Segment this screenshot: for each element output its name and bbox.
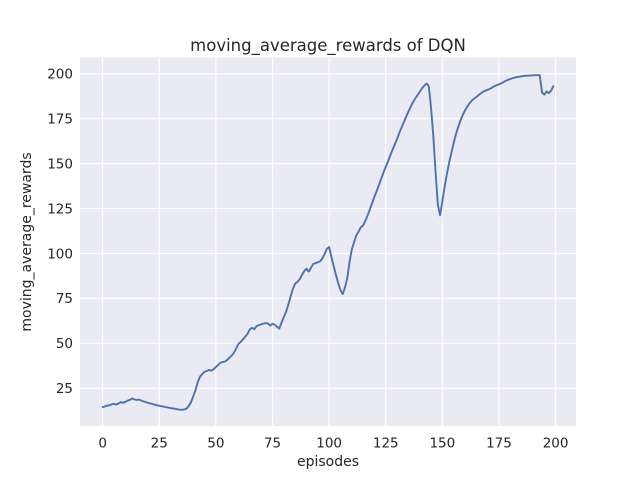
y-axis-label: moving_average_rewards bbox=[19, 152, 35, 331]
x-tick-label-50: 50 bbox=[207, 436, 224, 452]
x-tick-label-175: 175 bbox=[486, 436, 512, 452]
plot-area bbox=[80, 57, 576, 426]
y-tick-label-175: 175 bbox=[47, 112, 73, 128]
series-layer bbox=[101, 74, 555, 411]
grid-layer bbox=[80, 57, 576, 426]
y-tick-label-100: 100 bbox=[47, 246, 73, 262]
series-line-0 bbox=[101, 74, 555, 411]
y-tick-label-150: 150 bbox=[47, 156, 73, 172]
x-tick-label-200: 200 bbox=[543, 436, 569, 452]
tick-label-layer: 0 25 50 75 100 125 150 175 200 25 50 75 100 125 150 175… bbox=[47, 67, 568, 452]
plot-background-layer bbox=[80, 57, 576, 426]
y-tick-label-75: 75 bbox=[56, 291, 73, 307]
x-tick-label-0: 0 bbox=[98, 436, 107, 452]
x-tick-label-75: 75 bbox=[264, 436, 281, 452]
y-tick-label-50: 50 bbox=[56, 336, 73, 352]
y-tick-label-125: 125 bbox=[47, 201, 73, 217]
x-tick-label-150: 150 bbox=[429, 436, 455, 452]
x-axis-label: episodes bbox=[297, 454, 359, 470]
x-tick-label-25: 25 bbox=[151, 436, 168, 452]
y-tick-label-200: 200 bbox=[47, 67, 73, 83]
x-tick-label-125: 125 bbox=[373, 436, 399, 452]
y-tick-label-25: 25 bbox=[56, 381, 73, 397]
x-tick-label-100: 100 bbox=[316, 436, 342, 452]
chart-title: moving_average_rewards of DQN bbox=[190, 36, 466, 56]
